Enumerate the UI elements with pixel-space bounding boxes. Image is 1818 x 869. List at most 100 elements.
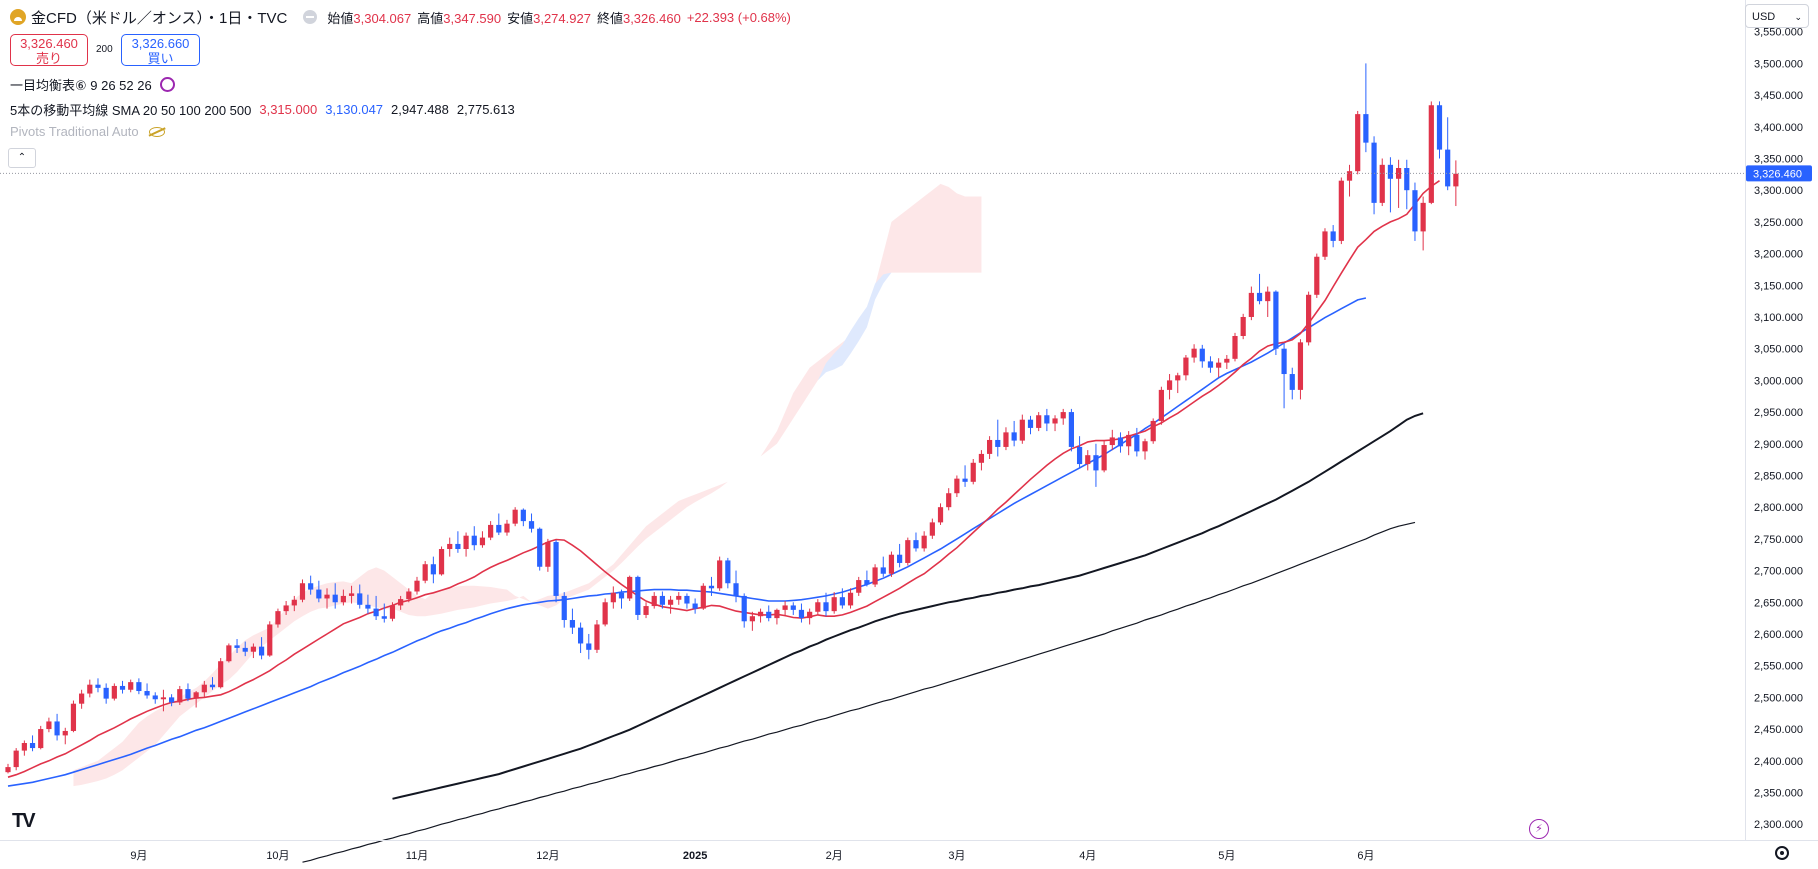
candle-body	[610, 592, 616, 603]
candle-body	[1289, 374, 1295, 390]
candle-body	[1109, 437, 1115, 446]
candle-body	[324, 594, 330, 599]
candle-body	[1076, 446, 1083, 465]
candle-body	[937, 507, 944, 523]
candle-body	[643, 606, 649, 615]
candle-body	[201, 684, 207, 693]
candle-body	[586, 643, 592, 650]
candle-body	[627, 576, 633, 599]
candle-body	[1150, 420, 1156, 442]
price-tick-label: 2,450.000	[1754, 724, 1803, 736]
candle-body	[545, 542, 551, 567]
candle-body	[38, 729, 44, 749]
candle-body	[357, 593, 363, 605]
candle-body	[1183, 357, 1189, 376]
ma-legend[interactable]: 5本の移動平均線 SMA 20 50 100 200 500 3,315.000…	[10, 100, 515, 119]
ichimoku-cloud	[73, 183, 982, 787]
candle-body	[316, 589, 322, 599]
buy-price: 3,326.660	[131, 36, 190, 51]
candle-body	[1142, 441, 1148, 452]
candle-body	[54, 721, 60, 736]
gear-icon[interactable]	[1775, 846, 1789, 860]
candle-body	[1052, 418, 1058, 424]
hidden-eye-icon[interactable]	[148, 126, 165, 137]
currency-select[interactable]: USD ⌄	[1745, 4, 1809, 28]
ichimoku-legend[interactable]: 一目均衡表⑥ 9 26 52 26	[10, 75, 175, 94]
ohlc-high: 高値3,347.590	[417, 10, 502, 26]
price-tick-label: 2,750.000	[1754, 534, 1803, 546]
candle-body	[1126, 434, 1132, 447]
candle-body	[79, 693, 85, 704]
candle-body	[87, 684, 93, 694]
candle-body	[741, 595, 747, 622]
price-tick-label: 3,350.000	[1754, 153, 1803, 165]
candle-body	[1306, 294, 1312, 343]
candle-body	[160, 697, 167, 700]
ohlc-open: 始値3,304.067	[327, 10, 412, 26]
symbol-title[interactable]: 金CFD（米ドル／オンス）・1日・TVC	[31, 9, 288, 27]
candle-body	[1216, 362, 1222, 368]
time-tick-label: 4月	[1079, 850, 1096, 862]
candle-body	[1273, 291, 1279, 349]
collapse-legend-button[interactable]: ⌃	[8, 148, 36, 168]
candle-body	[209, 684, 216, 688]
candle-body	[1248, 292, 1254, 317]
candle-body	[618, 592, 625, 599]
pivots-legend[interactable]: Pivots Traditional Auto	[10, 124, 165, 139]
candle-body	[46, 721, 52, 730]
ma-value-50: 3,130.047	[325, 102, 384, 117]
price-tick-label: 3,450.000	[1754, 90, 1803, 102]
candle-body	[864, 580, 870, 585]
candle-body	[1387, 164, 1394, 179]
candle-body	[913, 540, 919, 549]
candle-body	[1256, 292, 1263, 302]
spread-value: 200	[96, 44, 113, 55]
candle-body	[152, 695, 158, 700]
candle-body	[1199, 348, 1205, 362]
candle-body	[1224, 358, 1230, 363]
candle-body	[169, 697, 175, 703]
candle-body	[676, 595, 682, 600]
candle-body	[422, 564, 428, 581]
market-status-icon[interactable]	[303, 10, 318, 24]
candle-body	[1404, 168, 1410, 191]
refresh-icon[interactable]	[159, 77, 175, 92]
candle-body	[978, 453, 985, 463]
candle-body	[561, 595, 567, 621]
candle-body	[29, 743, 36, 749]
lightning-icon[interactable]: ⚡	[1529, 819, 1549, 839]
price-tick-label: 3,500.000	[1754, 58, 1803, 70]
cloud-bearish	[817, 272, 892, 381]
candle-body	[340, 595, 346, 603]
sma-50-line	[7, 297, 1367, 787]
candle-body	[1060, 412, 1066, 419]
candle-body	[1436, 105, 1443, 150]
candle-body	[1134, 434, 1140, 452]
price-tick-label: 2,600.000	[1754, 629, 1803, 641]
candle-body	[1453, 173, 1459, 187]
price-tick-label: 2,350.000	[1754, 787, 1803, 799]
candle-body	[1085, 455, 1091, 465]
price-tick-label: 3,200.000	[1754, 249, 1803, 261]
candle-body	[455, 543, 461, 550]
candle-body	[185, 689, 191, 699]
candle-body	[684, 595, 690, 604]
last-price-badge	[1746, 165, 1812, 182]
sell-button[interactable]: 3,326.460 売り	[10, 34, 88, 66]
candle-body	[70, 703, 77, 731]
time-tick-label: 10月	[266, 850, 289, 862]
candle-body	[1297, 342, 1304, 390]
ma-value-100: 2,947.488	[391, 102, 449, 117]
buy-button[interactable]: 3,326.660 買い	[121, 34, 200, 66]
time-tick-label: 12月	[536, 850, 559, 862]
candle-body	[905, 540, 911, 563]
candle-body	[578, 627, 584, 644]
candle-body	[1330, 231, 1336, 241]
price-tick-label: 3,000.000	[1754, 375, 1803, 387]
ohlc-change: +22.393 (+0.68%)	[686, 9, 791, 25]
candle-body	[1011, 432, 1017, 441]
candle-body	[308, 583, 314, 590]
tradingview-logo[interactable]: TV	[12, 810, 36, 832]
price-tick-label: 2,400.000	[1754, 756, 1803, 768]
